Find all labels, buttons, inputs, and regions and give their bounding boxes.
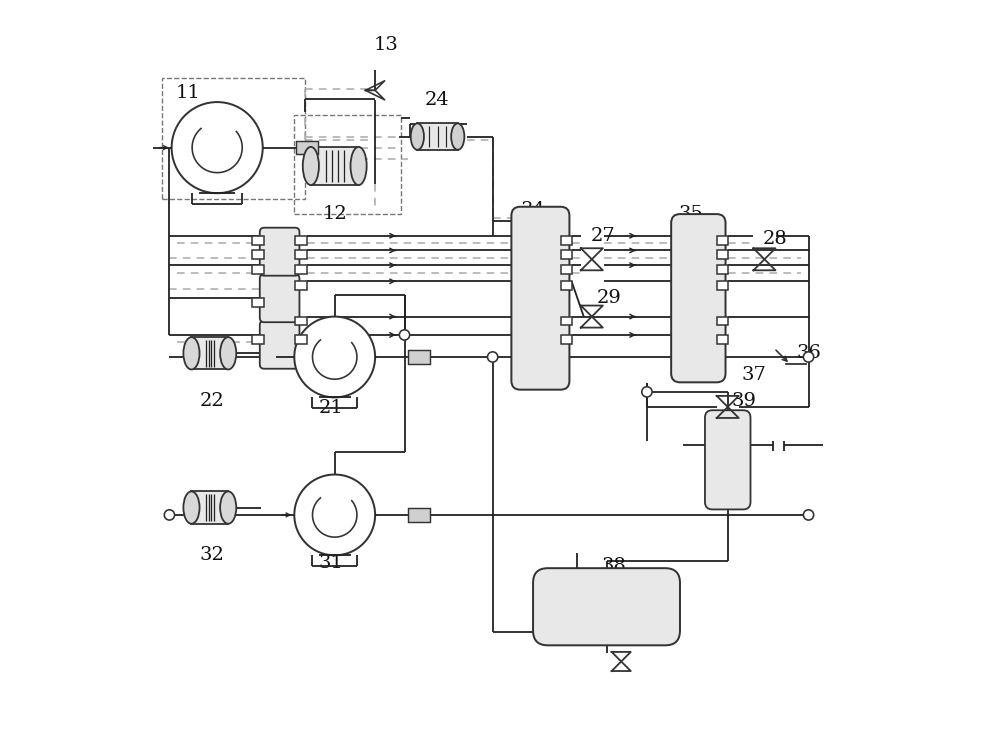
Bar	[252, 236, 264, 244]
Circle shape	[803, 510, 814, 520]
Circle shape	[803, 352, 814, 362]
Circle shape	[488, 352, 498, 362]
Text: 21: 21	[319, 400, 343, 417]
Bar	[717, 281, 728, 290]
Text: 24: 24	[425, 91, 450, 109]
Ellipse shape	[411, 124, 424, 150]
Text: 35: 35	[679, 205, 703, 223]
Text: 33: 33	[263, 348, 288, 366]
FancyBboxPatch shape	[533, 568, 680, 645]
FancyBboxPatch shape	[260, 321, 299, 369]
Bar	[295, 335, 307, 344]
Ellipse shape	[183, 337, 200, 369]
Text: 32: 32	[200, 546, 224, 565]
Circle shape	[172, 102, 263, 193]
Bar	[717, 236, 728, 244]
Circle shape	[642, 386, 652, 397]
Ellipse shape	[351, 147, 367, 185]
Circle shape	[294, 316, 375, 397]
Bar	[561, 316, 572, 325]
Circle shape	[399, 330, 410, 340]
FancyBboxPatch shape	[671, 214, 726, 382]
Circle shape	[164, 510, 175, 520]
Text: 13: 13	[374, 36, 399, 54]
Bar	[252, 298, 264, 307]
Ellipse shape	[220, 492, 236, 524]
Ellipse shape	[451, 124, 464, 150]
Bar	[296, 141, 318, 155]
FancyBboxPatch shape	[191, 337, 228, 369]
Bar	[717, 335, 728, 344]
Bar	[162, 78, 305, 199]
Bar	[717, 265, 728, 274]
Text: 29: 29	[596, 289, 621, 307]
FancyBboxPatch shape	[260, 275, 299, 322]
Text: 36: 36	[796, 344, 821, 362]
Ellipse shape	[220, 337, 236, 369]
Bar	[295, 316, 307, 325]
Text: 27: 27	[590, 227, 615, 245]
Text: 12: 12	[322, 205, 347, 223]
Text: 22: 22	[200, 392, 224, 410]
FancyBboxPatch shape	[260, 227, 299, 276]
Circle shape	[294, 475, 375, 556]
Text: 34: 34	[521, 201, 545, 219]
Bar	[561, 250, 572, 259]
Bar	[295, 265, 307, 274]
Bar	[561, 281, 572, 290]
Bar	[717, 316, 728, 325]
Bar	[252, 335, 264, 344]
FancyBboxPatch shape	[191, 492, 228, 524]
Bar	[561, 335, 572, 344]
Bar	[295, 236, 307, 244]
Bar	[294, 115, 401, 213]
FancyBboxPatch shape	[705, 410, 751, 509]
Bar	[561, 236, 572, 244]
Bar	[252, 265, 264, 274]
Bar	[561, 265, 572, 274]
Ellipse shape	[303, 147, 319, 185]
Bar	[252, 250, 264, 259]
Bar	[295, 281, 307, 290]
Text: 28: 28	[763, 230, 788, 249]
Bar	[408, 509, 430, 522]
Text: 38: 38	[601, 557, 626, 576]
FancyBboxPatch shape	[417, 124, 458, 150]
Text: 37: 37	[741, 367, 766, 384]
Ellipse shape	[183, 492, 200, 524]
Text: 11: 11	[175, 83, 200, 102]
Bar	[408, 350, 430, 364]
Text: 39: 39	[731, 392, 756, 410]
Bar	[717, 250, 728, 259]
FancyBboxPatch shape	[311, 147, 359, 185]
FancyBboxPatch shape	[511, 207, 569, 389]
Text: 31: 31	[319, 553, 343, 572]
Bar	[295, 250, 307, 259]
